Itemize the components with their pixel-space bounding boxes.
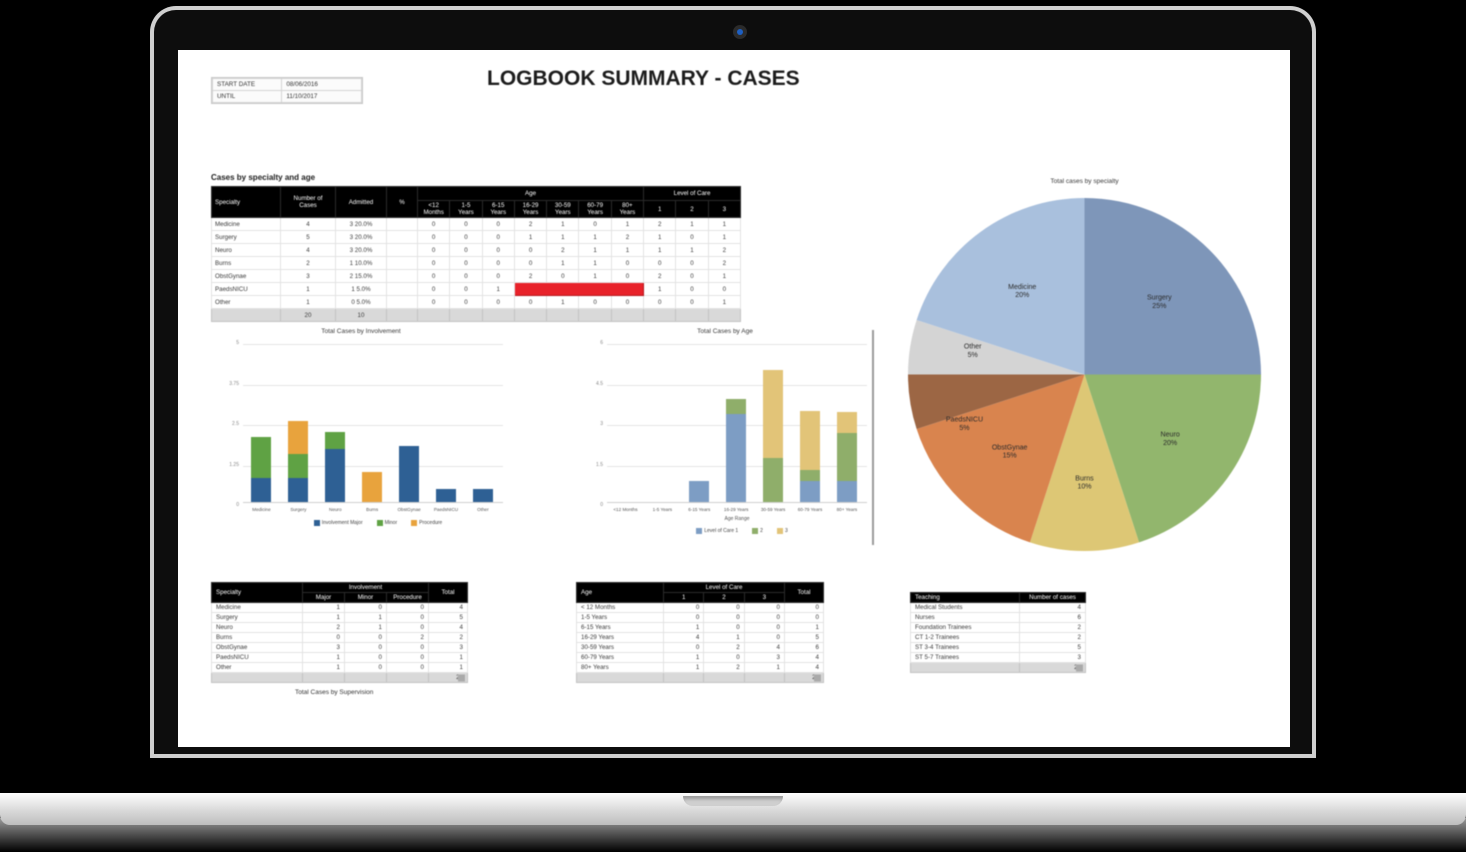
svg-text:Neuro20%: Neuro 20% bbox=[1161, 432, 1180, 447]
svg-text:Burns10%: Burns 10% bbox=[1075, 475, 1094, 490]
